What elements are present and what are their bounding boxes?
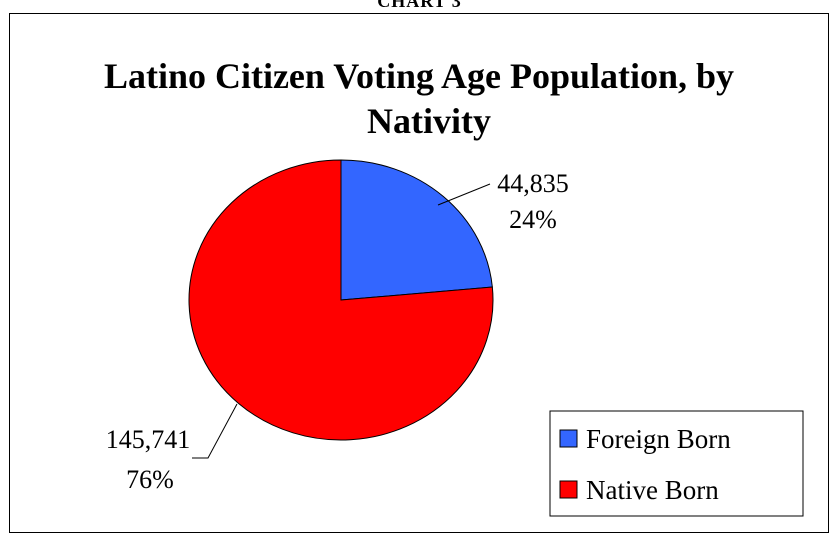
data-label-foreign-born-percent: 24% bbox=[509, 205, 557, 234]
legend-swatch-native-born bbox=[559, 480, 578, 499]
legend-box bbox=[549, 410, 804, 517]
chart-number-header: CHART 3 bbox=[377, 0, 462, 11]
pie-slice-foreign-born bbox=[340, 159, 493, 301]
legend-swatch-foreign-born bbox=[559, 429, 578, 448]
pie-slice-native-born bbox=[188, 159, 494, 441]
pie-slices bbox=[188, 159, 494, 441]
data-label-foreign-born-value: 44,835 bbox=[497, 169, 569, 198]
data-label-native-born-percent: 76% bbox=[126, 465, 174, 494]
chart-legend: Foreign Born Native Born bbox=[549, 410, 804, 517]
legend-label-native-born: Native Born bbox=[586, 475, 719, 505]
data-label-native-born-value: 145,741 bbox=[106, 425, 191, 454]
chart-title-line-1: Latino Citizen Voting Age Population, by bbox=[104, 56, 734, 96]
chart-title-line-2: Nativity bbox=[367, 101, 491, 141]
leader-line-native-born bbox=[192, 403, 238, 459]
legend-label-foreign-born: Foreign Born bbox=[586, 424, 731, 454]
leader-line-foreign-born bbox=[437, 183, 491, 206]
